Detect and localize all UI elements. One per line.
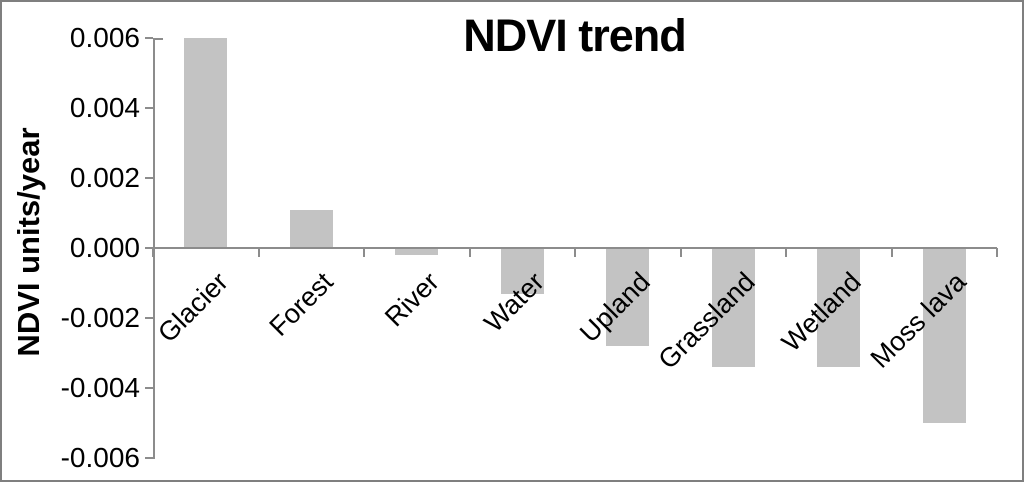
y-axis-tick-label: -0.006 [60, 442, 140, 473]
bar-upland [606, 248, 650, 346]
chart-title: NDVI trend [463, 10, 687, 61]
bar-wetland [817, 248, 861, 367]
y-axis-end-cap [155, 38, 163, 40]
bar-grassland [711, 248, 755, 367]
y-axis-tick-label: -0.004 [60, 372, 140, 403]
x-axis-tick [890, 248, 893, 257]
y-axis-tick-label: 0.006 [69, 22, 140, 53]
y-axis-tick [145, 177, 153, 179]
y-axis-tick [145, 387, 153, 389]
bar-river [395, 248, 439, 255]
x-axis-tick [468, 248, 471, 257]
y-axis-tick [145, 247, 153, 249]
bar-moss-lava [922, 248, 966, 423]
y-axis-tick-label: 0.000 [69, 232, 140, 263]
y-axis-tick [145, 107, 153, 109]
x-axis-tick [574, 248, 576, 257]
x-axis-tick [257, 248, 260, 257]
y-axis-tick [145, 317, 153, 319]
bar-forest [289, 209, 333, 248]
y-axis-tick [145, 457, 153, 459]
x-axis-tick [996, 248, 998, 257]
x-axis-tick [679, 248, 682, 257]
bar-glacier [184, 38, 228, 248]
x-axis-tick [785, 248, 787, 257]
bar-water [500, 248, 544, 294]
y-axis-tick-label: -0.002 [60, 302, 140, 333]
y-axis-tick [145, 37, 153, 39]
y-axis-tick-label: 0.002 [69, 162, 140, 193]
x-axis-tick [363, 248, 365, 257]
y-axis-tick-label: 0.004 [69, 92, 140, 123]
x-axis-tick [152, 248, 154, 257]
